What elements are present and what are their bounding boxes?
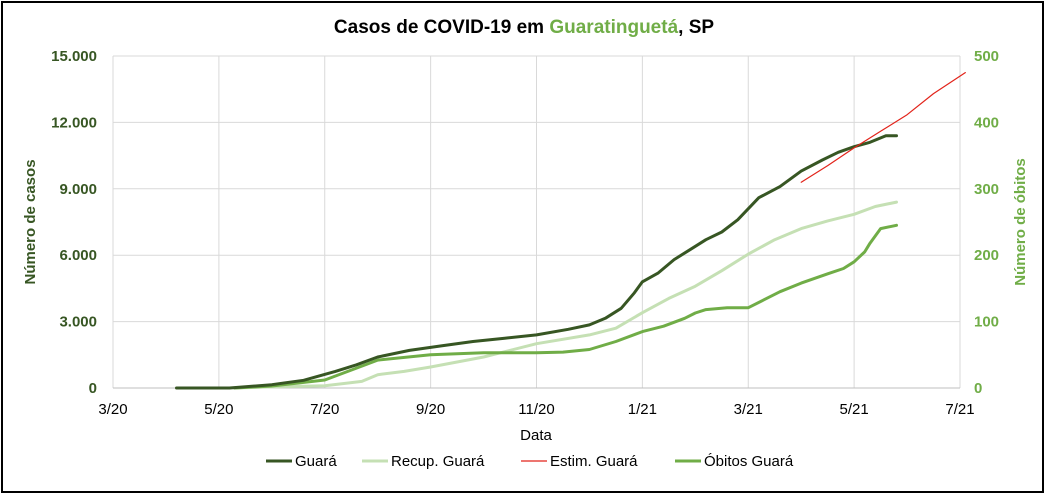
series-recup-line xyxy=(233,200,898,390)
x-tick-label: 5/21 xyxy=(840,401,869,418)
title-highlight: Guaratinguetá xyxy=(549,17,678,38)
y-left-tick-label: 0 xyxy=(89,380,97,397)
y-left-axis-label: Número de casos xyxy=(22,159,39,284)
x-tick-label: 3/20 xyxy=(98,401,127,418)
y-left-tick-label: 15.000 xyxy=(51,48,97,65)
legend: Guará Recup. Guará Estim. Guará Óbitos Guar… xyxy=(266,453,794,470)
x-tick-label: 7/20 xyxy=(310,401,339,418)
y-left-tick-label: 3.000 xyxy=(59,314,97,331)
x-tick-label: 9/20 xyxy=(416,401,445,418)
chart-title: Casos de COVID-19 em Guaratinguetá, SP xyxy=(334,17,714,38)
y-left-tick-label: 6.000 xyxy=(59,247,97,264)
y-right-tick-label: 0 xyxy=(974,380,982,397)
title-suffix: , SP xyxy=(678,17,714,38)
legend-label: Recup. Guará xyxy=(391,453,485,470)
x-tick-label: 1/21 xyxy=(628,401,657,418)
y-right-tick-labels: 0 100 200 300 400 500 xyxy=(974,48,999,397)
x-tick-label: 5/20 xyxy=(204,401,233,418)
grid-lines xyxy=(112,55,961,388)
y-right-tick-label: 100 xyxy=(974,314,999,331)
legend-label: Estim. Guará xyxy=(550,453,638,470)
y-right-tick-label: 400 xyxy=(974,114,999,131)
series-lines xyxy=(175,71,966,390)
x-axis-label: Data xyxy=(520,427,552,444)
legend-label: Guará xyxy=(295,453,337,470)
series-guara-line xyxy=(175,134,898,390)
title-prefix: Casos de COVID-19 em xyxy=(334,17,549,38)
x-tick-label: 3/21 xyxy=(734,401,763,418)
x-tick-label: 7/21 xyxy=(945,401,974,418)
series-obitos-line xyxy=(233,223,898,390)
y-left-tick-labels: 0 3.000 6.000 9.000 12.000 15.000 xyxy=(51,48,97,397)
y-right-tick-label: 300 xyxy=(974,181,999,198)
x-tick-labels: 3/20 5/20 7/20 9/20 11/20 1/21 3/21 5/21 7/21 xyxy=(98,401,974,418)
y-right-axis-label: Número de óbitos xyxy=(1012,158,1029,286)
y-left-tick-label: 12.000 xyxy=(51,114,97,131)
y-right-tick-label: 500 xyxy=(974,48,999,65)
x-tick-label: 11/20 xyxy=(518,401,554,418)
y-right-tick-label: 200 xyxy=(974,247,999,264)
series-estim-line xyxy=(800,71,966,183)
y-left-tick-label: 9.000 xyxy=(59,181,97,198)
legend-label: Óbitos Guará xyxy=(704,453,794,470)
